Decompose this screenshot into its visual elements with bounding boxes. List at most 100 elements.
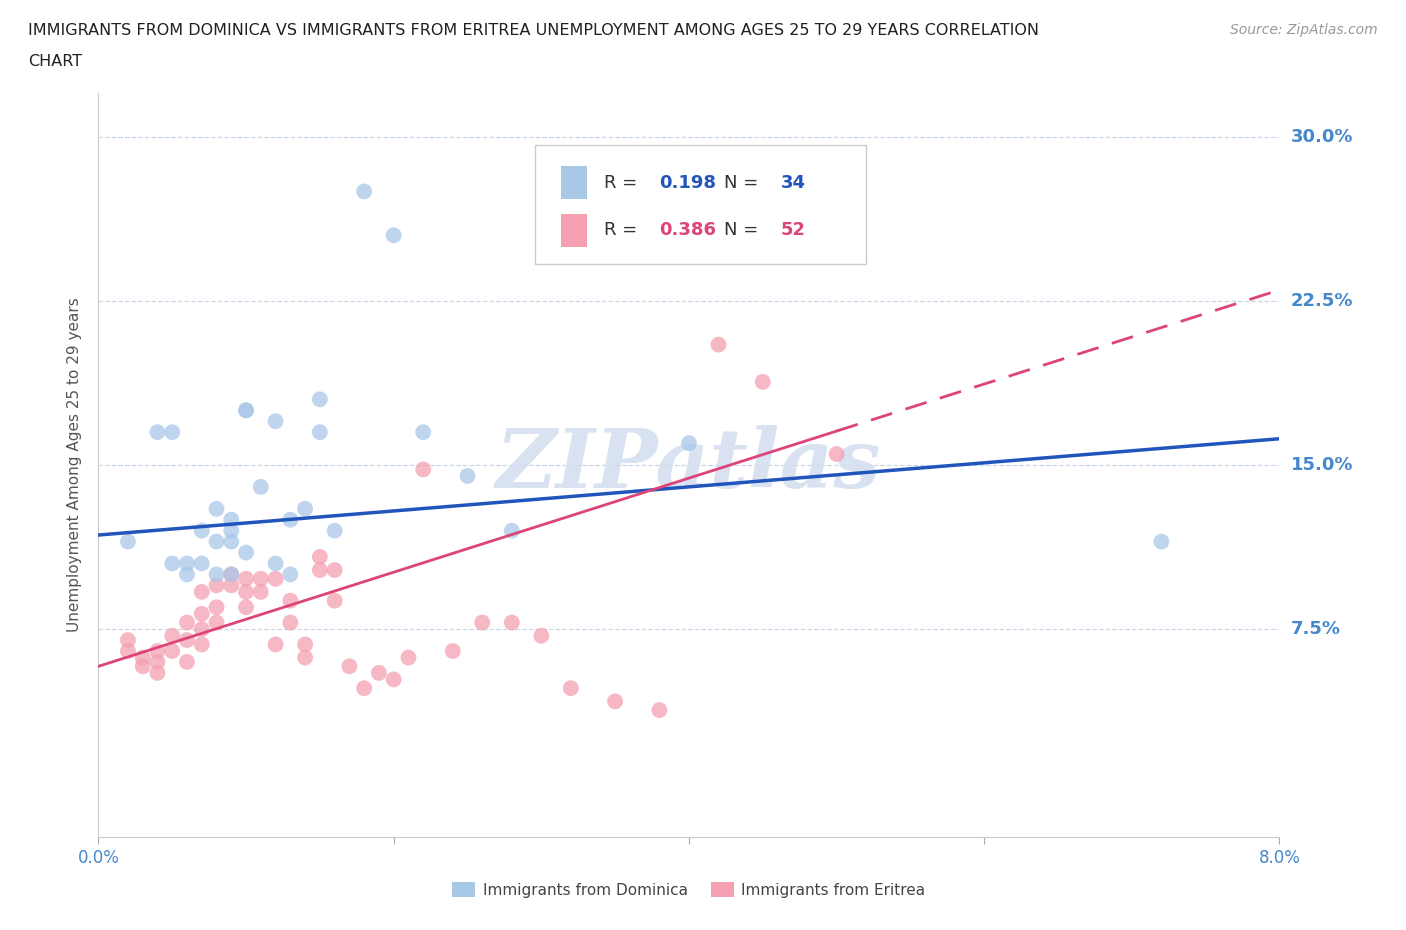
Point (280, 593, 302, 608)
Point (398, 650, 420, 665)
Point (221, 534, 243, 549)
Text: 7.5%: 7.5% (1291, 620, 1340, 638)
Point (457, 469, 479, 484)
Point (825, 446, 848, 461)
Point (309, 425, 332, 440)
Point (221, 567, 243, 582)
Point (530, 629, 553, 644)
Point (264, 637, 287, 652)
Point (309, 392, 332, 406)
Point (560, 681, 582, 696)
Text: R =: R = (605, 174, 643, 192)
Point (235, 545, 257, 560)
Point (205, 501, 228, 516)
FancyBboxPatch shape (561, 166, 588, 199)
Point (501, 524, 523, 538)
Point (162, 556, 183, 571)
Point (707, 338, 730, 352)
Point (294, 501, 316, 516)
Point (235, 571, 257, 586)
Point (501, 615, 523, 630)
Point (176, 655, 198, 670)
Point (382, 228, 405, 243)
Text: 34: 34 (782, 174, 806, 192)
Point (323, 563, 346, 578)
Point (264, 556, 287, 571)
Point (191, 621, 214, 636)
Point (264, 414, 287, 429)
Point (205, 578, 228, 592)
Point (221, 578, 243, 592)
Point (294, 650, 316, 665)
Point (176, 632, 198, 647)
Point (191, 584, 214, 599)
Point (353, 184, 375, 199)
Point (280, 512, 302, 527)
Text: N =: N = (724, 221, 765, 239)
Point (752, 375, 775, 390)
Point (146, 655, 169, 670)
Point (1150, 534, 1173, 549)
Point (162, 629, 183, 644)
Point (191, 556, 214, 571)
Point (309, 563, 332, 578)
Point (471, 615, 494, 630)
FancyBboxPatch shape (536, 145, 866, 264)
Point (250, 480, 273, 495)
Point (191, 524, 214, 538)
Y-axis label: Unemployment Among Ages 25 to 29 years: Unemployment Among Ages 25 to 29 years (67, 298, 83, 632)
FancyBboxPatch shape (561, 214, 588, 247)
Point (309, 550, 332, 565)
Point (132, 650, 155, 665)
Point (339, 658, 361, 673)
Point (162, 425, 183, 440)
Text: ZIPatlas: ZIPatlas (496, 425, 882, 505)
Point (176, 567, 198, 582)
Text: 30.0%: 30.0% (1291, 127, 1353, 146)
Text: IMMIGRANTS FROM DOMINICA VS IMMIGRANTS FROM ERITREA UNEMPLOYMENT AMONG AGES 25 T: IMMIGRANTS FROM DOMINICA VS IMMIGRANTS F… (28, 23, 1039, 38)
Text: 15.0%: 15.0% (1291, 456, 1353, 474)
Text: N =: N = (724, 174, 765, 192)
Text: R =: R = (605, 221, 643, 239)
Point (205, 567, 228, 582)
Point (221, 567, 243, 582)
Point (191, 637, 214, 652)
Point (205, 534, 228, 549)
Point (221, 524, 243, 538)
Point (250, 584, 273, 599)
Point (146, 644, 169, 658)
Point (205, 615, 228, 630)
Point (323, 593, 346, 608)
Legend: Immigrants from Dominica, Immigrants from Eritrea: Immigrants from Dominica, Immigrants fro… (446, 875, 932, 904)
Point (368, 666, 391, 681)
Point (235, 584, 257, 599)
Point (117, 534, 139, 549)
Point (146, 425, 169, 440)
Point (264, 571, 287, 586)
Point (176, 556, 198, 571)
Text: 52: 52 (782, 221, 806, 239)
Point (280, 567, 302, 582)
Point (648, 703, 671, 718)
Point (191, 606, 214, 621)
Point (353, 681, 375, 696)
Point (117, 644, 139, 658)
Point (162, 644, 183, 658)
Point (280, 615, 302, 630)
Point (441, 644, 464, 658)
Point (117, 632, 139, 647)
Point (294, 637, 316, 652)
Point (235, 600, 257, 615)
Point (323, 524, 346, 538)
Point (221, 512, 243, 527)
Point (205, 600, 228, 615)
Point (146, 666, 169, 681)
Point (382, 672, 405, 687)
Text: 0.198: 0.198 (659, 174, 717, 192)
Point (678, 435, 700, 450)
Point (132, 658, 155, 673)
Point (176, 615, 198, 630)
Point (412, 462, 434, 477)
Point (412, 425, 434, 440)
Point (235, 403, 257, 418)
